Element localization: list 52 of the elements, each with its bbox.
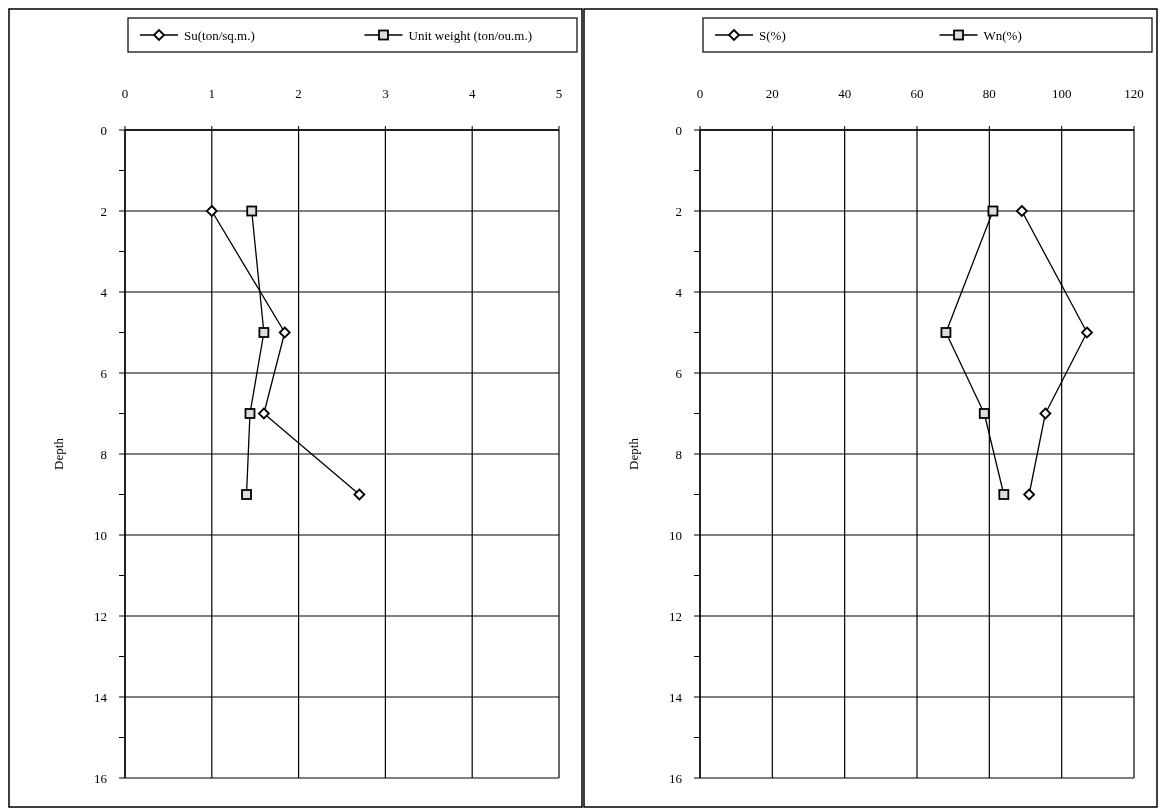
point <box>205 205 218 217</box>
x-tick-label: 120 <box>1124 86 1144 101</box>
x-tick-label: 2 <box>295 86 302 101</box>
x-tick-label: 40 <box>838 86 852 101</box>
y-axis-title: Depth <box>626 437 641 470</box>
y-tick-label: 10 <box>94 527 107 543</box>
legend-label: Wn(%) <box>983 27 1022 43</box>
point <box>978 408 990 419</box>
point <box>258 327 270 338</box>
x-tick-label: 20 <box>765 86 779 101</box>
y-tick-label: 0 <box>675 122 682 138</box>
point <box>1039 407 1052 420</box>
y-tick-label: 6 <box>100 365 108 381</box>
legend-label: Su(ton/sq.m.) <box>184 27 255 43</box>
x-tick-label: 0 <box>121 86 129 101</box>
point <box>246 205 258 217</box>
y-tick-label: 12 <box>94 608 107 624</box>
y-tick-label: 16 <box>94 770 108 786</box>
point <box>278 326 291 339</box>
point <box>1023 488 1036 501</box>
legend-label: Unit weight (ton/ou.m.) <box>408 27 532 43</box>
x-tick-label: 1 <box>208 86 216 101</box>
y-tick-label: 8 <box>100 446 107 462</box>
y-tick-label: 12 <box>669 608 682 624</box>
x-tick-label: 5 <box>555 86 563 101</box>
y-tick-label: 4 <box>675 284 683 300</box>
y-tick-label: 4 <box>100 284 108 300</box>
x-tick-label: 3 <box>382 86 389 101</box>
y-tick-label: 8 <box>675 446 682 462</box>
x-tick-label: 60 <box>910 86 924 101</box>
x-tick-label: 4 <box>468 86 476 101</box>
y-tick-label: 14 <box>669 689 683 705</box>
point <box>1081 326 1093 339</box>
y-tick-label: 2 <box>100 203 107 219</box>
y-tick-label: 0 <box>100 122 107 138</box>
point <box>244 408 256 419</box>
x-tick-label: 100 <box>1051 86 1072 101</box>
point <box>257 407 270 420</box>
y-tick-label: 6 <box>675 365 683 381</box>
y-tick-label: 16 <box>669 770 683 786</box>
point <box>241 489 252 500</box>
point <box>940 327 952 338</box>
x-tick-label: 80 <box>982 86 996 101</box>
point <box>353 488 366 501</box>
legend-label: S(%) <box>759 27 786 43</box>
y-axis-title: Depth <box>51 437 66 470</box>
x-tick-label: 0 <box>696 86 704 101</box>
y-tick-label: 14 <box>94 689 108 705</box>
point <box>998 489 1010 500</box>
point <box>1015 205 1028 217</box>
y-tick-label: 2 <box>675 203 682 219</box>
y-tick-label: 10 <box>669 527 682 543</box>
